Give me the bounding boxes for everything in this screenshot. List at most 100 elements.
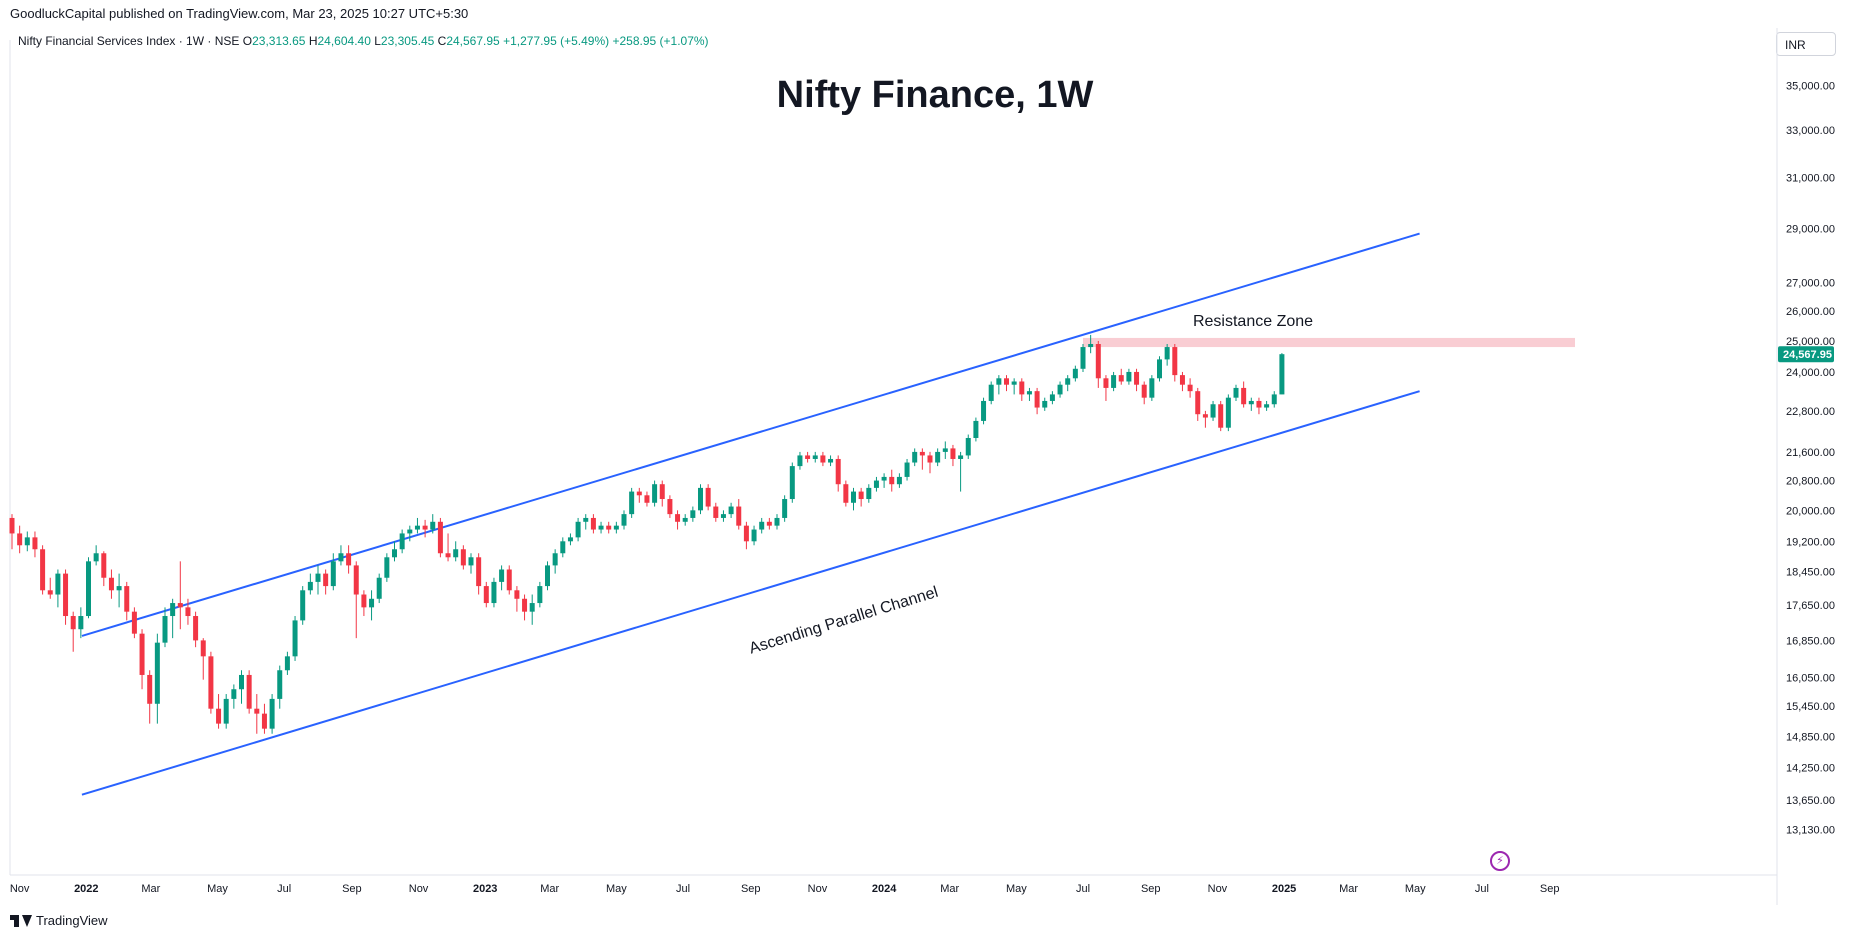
candle-body — [843, 484, 849, 503]
candle — [1149, 375, 1155, 401]
resistance-zone-label: Resistance Zone — [1193, 313, 1313, 330]
candle — [552, 549, 558, 574]
candle-body — [101, 553, 107, 578]
open-value: 23,313.65 — [252, 34, 306, 48]
y-tick-label: 16,050.00 — [1786, 672, 1835, 684]
candle — [1179, 371, 1185, 392]
candle — [1095, 340, 1101, 388]
candle — [1195, 387, 1201, 421]
candle — [851, 487, 856, 511]
candle-body — [835, 458, 841, 485]
candle-body — [636, 491, 642, 496]
candle — [774, 514, 780, 530]
x-tick-label: Mar — [540, 883, 559, 895]
candle — [361, 590, 367, 617]
candle — [858, 487, 864, 507]
candle — [667, 495, 673, 518]
candle — [789, 462, 795, 503]
candle-body — [751, 529, 757, 542]
candle-body — [9, 517, 15, 534]
candle-body — [1248, 400, 1254, 405]
candle — [1157, 356, 1162, 382]
candle-body — [491, 581, 497, 604]
candle — [675, 510, 681, 530]
candle — [529, 594, 535, 625]
candle — [231, 684, 237, 709]
candle — [629, 487, 635, 518]
candle-body — [613, 525, 619, 530]
candle — [522, 594, 528, 621]
candle-body — [361, 594, 367, 608]
candle — [1271, 391, 1277, 408]
candle-body — [851, 491, 856, 503]
candle-body — [1164, 347, 1170, 360]
x-tick-label: Mar — [1339, 883, 1358, 895]
candle — [698, 484, 703, 515]
candle-body — [1210, 404, 1216, 418]
candle — [896, 473, 902, 488]
x-tick-label: Nov — [409, 883, 429, 895]
candle-body — [254, 708, 260, 714]
candle — [705, 484, 711, 511]
candle-body — [1279, 354, 1285, 395]
candle-body — [239, 674, 244, 690]
y-tick-label: 20,800.00 — [1786, 476, 1835, 488]
candle — [162, 607, 168, 648]
candle — [866, 484, 872, 503]
candle-body — [78, 616, 84, 630]
candle — [583, 514, 589, 530]
candle — [889, 469, 895, 492]
candle-body — [935, 451, 941, 463]
y-tick-label: 16,850.00 — [1786, 635, 1835, 647]
close-label: C — [437, 34, 447, 48]
candle-body — [812, 455, 818, 459]
candle-body — [430, 521, 436, 530]
candle-body — [1034, 391, 1040, 408]
candle-body — [1072, 368, 1078, 379]
candle-body — [399, 533, 405, 550]
candle-body — [1157, 359, 1162, 379]
candle — [843, 480, 849, 507]
candle — [300, 586, 306, 625]
y-tick-label: 31,000.00 — [1786, 173, 1835, 185]
candle — [40, 545, 46, 595]
footer-brand-text: TradingView — [36, 913, 108, 928]
x-tick-label: Jul — [1076, 883, 1090, 895]
candle — [55, 569, 61, 608]
symbol-legend: Nifty Financial Services Index · 1W · NS… — [18, 33, 709, 49]
candle — [1241, 381, 1247, 408]
candle-body — [353, 565, 359, 595]
y-tick-label: 33,000.00 — [1786, 125, 1835, 137]
candle — [1011, 378, 1017, 395]
y-tick-label: 29,000.00 — [1786, 223, 1835, 235]
candle-body — [743, 525, 749, 542]
candle-body — [1233, 387, 1239, 398]
candle-body — [86, 561, 91, 617]
candle — [124, 581, 130, 621]
candle — [261, 703, 267, 734]
candle — [736, 499, 742, 530]
candle — [346, 545, 352, 574]
candle-body — [1141, 384, 1147, 398]
candle — [269, 694, 275, 734]
candle — [1210, 400, 1216, 421]
y-tick-label: 15,450.00 — [1786, 701, 1835, 713]
candle-body — [1271, 394, 1277, 405]
x-tick-label: 2025 — [1272, 883, 1296, 895]
candle — [621, 510, 627, 530]
candle — [307, 573, 313, 595]
candle — [246, 670, 252, 714]
y-tick-label: 14,850.00 — [1786, 731, 1835, 743]
y-tick-label: 22,800.00 — [1786, 406, 1835, 418]
x-tick-label: Sep — [1141, 883, 1161, 895]
candle — [958, 451, 964, 492]
candle — [284, 651, 290, 675]
candle-body — [246, 674, 252, 709]
resistance-zone — [1083, 337, 1575, 348]
lightning-icon[interactable]: ⚡ — [1490, 851, 1510, 871]
last-price-tag — [1778, 346, 1834, 363]
candle-body — [1202, 414, 1208, 418]
candle-body — [805, 455, 811, 459]
symbol-name[interactable]: Nifty Financial Services Index · 1W · NS… — [18, 34, 240, 48]
